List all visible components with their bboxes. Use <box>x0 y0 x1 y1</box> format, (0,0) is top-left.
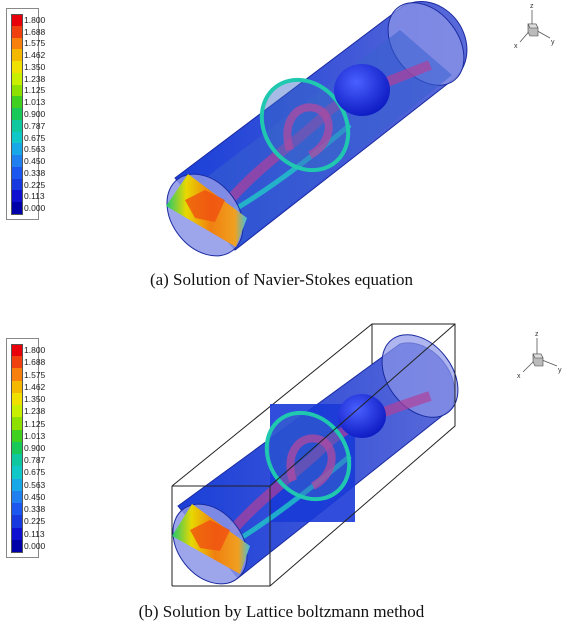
legend-swatch <box>11 356 23 369</box>
legend-value: 0.675 <box>24 132 46 143</box>
legend-swatch <box>11 49 23 62</box>
legend-value: 0.338 <box>24 504 46 515</box>
legend-swatch <box>11 143 23 156</box>
legend-swatch <box>11 417 23 431</box>
legend-value: 0.787 <box>24 120 46 131</box>
legend-value: 1.350 <box>24 394 46 405</box>
legend-value: 1.575 <box>24 369 46 380</box>
legend-swatch <box>11 405 23 418</box>
legend-value: 1.125 <box>24 85 46 96</box>
legend-swatch <box>11 368 23 382</box>
legend-value: 0.000 <box>24 540 46 551</box>
legend-swatch <box>11 454 23 467</box>
legend-swatch <box>11 155 23 168</box>
axis-x-label: x <box>517 373 521 380</box>
legend-value: 1.125 <box>24 418 46 429</box>
legend-value: 1.575 <box>24 38 46 49</box>
panel-lattice-boltzmann: 1.800 1.688 1.575 1.462 1.350 1.238 1.125 1.013… <box>0 316 563 631</box>
legend-swatch <box>11 441 23 455</box>
legend-value: 1.688 <box>24 26 46 37</box>
legend-swatch <box>11 14 23 28</box>
legend-swatch <box>11 344 23 358</box>
legend-value: 0.675 <box>24 467 46 478</box>
legend-value: 0.900 <box>24 443 46 453</box>
legend-swatch <box>11 25 23 38</box>
legend-value: 1.800 <box>24 345 46 356</box>
legend-value: 0.113 <box>24 528 45 539</box>
flow-streak <box>228 391 432 535</box>
legend-value: 0.450 <box>24 491 46 502</box>
axis-triad-icon: z x y <box>517 331 562 380</box>
legend-swatch <box>11 392 23 406</box>
legend-swatch <box>11 131 23 144</box>
legend-swatch <box>11 478 23 492</box>
sphere-obstacle <box>338 394 386 438</box>
legend-swatch <box>11 119 23 133</box>
legend-value: 0.338 <box>24 167 46 178</box>
legend-swatch <box>11 190 23 203</box>
legend-value: 1.800 <box>24 14 46 25</box>
legend-value: 0.450 <box>24 156 46 167</box>
outlet-face <box>381 334 459 418</box>
legend-value: 0.113 <box>24 191 45 202</box>
legend-value: 0.000 <box>24 203 46 214</box>
legend-value: 1.013 <box>24 430 46 441</box>
flow-streak <box>283 103 333 159</box>
axis-z-label: z <box>535 331 539 338</box>
axis-x-label: x <box>514 43 518 50</box>
legend-value: 0.900 <box>24 109 46 119</box>
legend-swatch <box>11 466 23 480</box>
legend-value: 1.688 <box>24 357 46 368</box>
flow-streak <box>286 434 336 490</box>
legend-swatch <box>11 380 23 394</box>
legend-value: 1.238 <box>24 406 46 417</box>
legend-value: 0.563 <box>24 479 46 490</box>
legend-value: 1.238 <box>24 73 46 84</box>
legend-swatch <box>11 37 23 50</box>
lbm-flow-plot <box>171 323 459 587</box>
legend-swatch <box>11 539 23 554</box>
legend-swatch <box>11 515 23 529</box>
axis-y-label: y <box>558 367 562 374</box>
legend-value: 0.787 <box>24 455 46 466</box>
color-legend: 1.800 1.688 1.575 1.462 1.350 1.238 1.125 1.013… <box>6 8 45 220</box>
caption: (a) Solution of Navier-Stokes equation <box>149 270 414 289</box>
legend-value: 1.350 <box>24 61 46 72</box>
legend-value: 0.225 <box>24 516 46 527</box>
legend-swatch <box>11 503 23 516</box>
legend-swatch <box>11 429 23 443</box>
cylinder-flow-plot <box>166 1 468 257</box>
axis-triad-icon: z x y <box>514 3 555 50</box>
legend-value: 0.225 <box>24 179 46 190</box>
caption: (b) Solution by Lattice boltzmann method <box>138 602 425 621</box>
axis-y-label: y <box>551 39 555 46</box>
legend-value: 1.013 <box>24 97 46 108</box>
legend-swatch <box>11 166 23 180</box>
panel-navier-stokes: 1.800 1.688 1.575 1.462 1.350 1.238 1.125 1.013… <box>0 0 563 310</box>
color-legend: 1.800 1.688 1.575 1.462 1.350 1.238 1.125 1.013… <box>6 338 45 558</box>
legend-swatch <box>11 96 23 109</box>
legend-swatch <box>11 527 23 541</box>
legend-swatch <box>11 108 23 121</box>
legend-swatch <box>11 61 23 74</box>
legend-swatch <box>11 72 23 86</box>
legend-swatch <box>11 202 23 216</box>
legend-value: 1.462 <box>24 381 46 392</box>
legend-swatch <box>11 178 23 191</box>
legend-swatch <box>11 84 23 97</box>
axis-z-label: z <box>530 3 534 10</box>
legend-swatch <box>11 490 23 504</box>
sphere-obstacle <box>334 64 390 116</box>
flow-streak <box>223 123 352 218</box>
legend-value: 0.563 <box>24 144 46 155</box>
legend-value: 1.462 <box>24 50 46 61</box>
